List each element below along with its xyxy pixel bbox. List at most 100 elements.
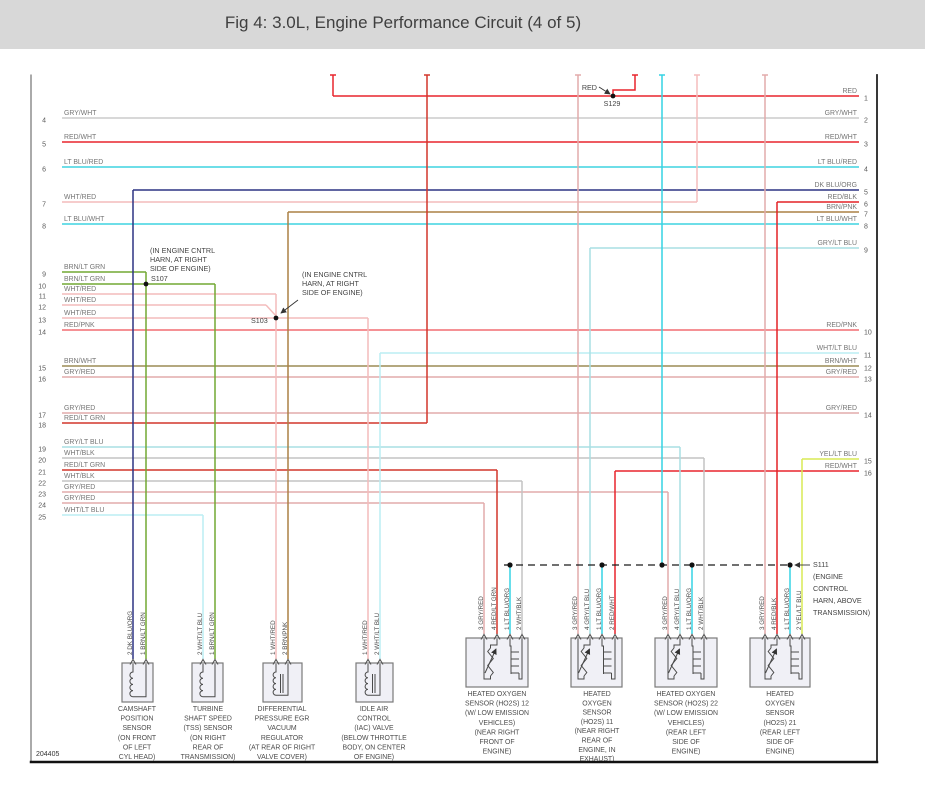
pin-label: 1 LT BLU/ORG bbox=[504, 588, 511, 630]
component-label: ENGINE) bbox=[766, 749, 795, 756]
splice-s103-label: S103 bbox=[251, 316, 268, 325]
wire-color-label: DK BLU/ORG bbox=[814, 182, 857, 189]
pin-label: 2 WHT/BLK bbox=[516, 596, 523, 630]
pin-label: 2 WHT/LT BLU bbox=[197, 612, 204, 655]
splice-s103-pointer bbox=[280, 299, 299, 314]
wire-color-label: RED/WHT bbox=[825, 463, 858, 470]
splice-s129-pointer bbox=[598, 86, 611, 95]
component-label: FRONT OF bbox=[479, 739, 514, 746]
pin-label: 2 DK BLU/ORG bbox=[127, 611, 134, 655]
wire-color-label: LT BLU/RED bbox=[64, 159, 103, 166]
splice-s111-annotation: TRANSMISSION) bbox=[813, 608, 870, 617]
heater-element-symbol bbox=[603, 650, 612, 674]
wire-color-label: RED/BLK bbox=[828, 194, 858, 201]
ho2s-22: 3 GRY/RED 4 GRY/LT BLU 1 LT BLU/ORG 2 WHT/B… bbox=[654, 588, 718, 756]
sensor-arrow bbox=[484, 648, 497, 674]
wire-color-label: WHT/RED bbox=[64, 286, 96, 293]
terminal-number-left-21: 21 bbox=[38, 470, 46, 477]
splice-s111-label: S111 bbox=[813, 560, 829, 569]
component-label: SENSOR bbox=[582, 710, 611, 717]
terminal-number-right-3: 3 bbox=[864, 142, 868, 149]
terminal-number-left-19: 19 bbox=[38, 447, 46, 454]
component-label: SENSOR (HO2S) 12 bbox=[465, 701, 529, 708]
splice-s103-annotation: (IN ENGINE CNTRL bbox=[302, 270, 367, 279]
solenoid-coil-symbol bbox=[272, 664, 277, 696]
component-box bbox=[570, 637, 623, 688]
component-label: TURBINE bbox=[193, 706, 224, 713]
component-label: SENSOR bbox=[122, 725, 151, 732]
component-label: VEHICLES) bbox=[479, 720, 515, 727]
wire-color-label: WHT/LT BLU bbox=[64, 507, 104, 514]
egr-vacuum-regulator: 1 WHT/RED 2 BRN/PNK DIFFERENTIAL PRESSURE E… bbox=[249, 620, 316, 761]
coil-symbol bbox=[129, 664, 134, 698]
wire-color-label: BRN/LT GRN bbox=[64, 264, 105, 271]
heater-element-symbol bbox=[790, 650, 799, 674]
pin-label: 1 LT BLU/ORG bbox=[784, 588, 791, 630]
terminal-number-left-13: 13 bbox=[38, 318, 46, 325]
ho2s-12: 3 GRY/RED 4 RED/LT GRN 1 LT BLU/ORG 2 WHT/B… bbox=[465, 587, 529, 756]
wire-color-label: WHT/BLK bbox=[64, 473, 95, 480]
sensor-leads bbox=[667, 639, 681, 680]
wire-color-label: GRY/RED bbox=[826, 405, 857, 412]
component-label: (NEAR RIGHT bbox=[475, 729, 521, 736]
terminal-number-right-6: 6 bbox=[864, 202, 868, 209]
wire-color-label: GRY/LT BLU bbox=[818, 240, 857, 247]
wire-color-label: WHT/LT BLU bbox=[817, 345, 857, 352]
heater-leads bbox=[691, 639, 705, 680]
heater-element-symbol bbox=[510, 650, 519, 674]
component-label: CONTROL bbox=[357, 716, 391, 723]
terminal-number-right-5: 5 bbox=[864, 190, 868, 197]
pin-entry-arrow-icon bbox=[272, 658, 280, 665]
terminal-number-right-4: 4 bbox=[864, 167, 868, 174]
sensor-arrow bbox=[668, 648, 681, 674]
splice-s107-label: S107 bbox=[151, 274, 168, 283]
heater-leads bbox=[509, 639, 523, 680]
component-label: CAMSHAFT bbox=[118, 706, 157, 713]
pin-label: 2 BRN/PNK bbox=[282, 621, 289, 655]
solenoid-return bbox=[368, 664, 381, 696]
pin-label: 4 RED/BLK bbox=[771, 597, 778, 630]
wire-color-label: GRY/WHT bbox=[825, 110, 858, 117]
wire-color-label: GRY/RED bbox=[64, 495, 95, 502]
component-label: IDLE AIR bbox=[360, 706, 388, 713]
component-label: VALVE COVER) bbox=[257, 754, 307, 761]
component-label: REAR OF bbox=[582, 738, 613, 745]
component-label: SENSOR (HO2S) 22 bbox=[654, 701, 718, 708]
terminal-number-right-13: 13 bbox=[864, 377, 872, 384]
component-label: DIFFERENTIAL bbox=[257, 706, 306, 713]
pin-label: 1 WHT/RED bbox=[362, 620, 369, 655]
component-label: (HO2S) 21 bbox=[764, 720, 797, 727]
terminal-number-left-11: 11 bbox=[39, 294, 46, 301]
splice-dot bbox=[599, 562, 605, 568]
wire-color-label: RED bbox=[842, 88, 857, 95]
component-label: POSITION bbox=[121, 716, 154, 723]
sensor-leads bbox=[577, 639, 591, 680]
heater-leads bbox=[601, 639, 616, 680]
pin-entry-arrow-icon bbox=[211, 658, 219, 665]
pin-label: 3 GRY/RED bbox=[478, 596, 485, 630]
wire-color-label: RED/LT GRN bbox=[64, 415, 105, 422]
component-label: OXYGEN bbox=[765, 701, 795, 708]
wire-color-label: RED/LT GRN bbox=[64, 462, 105, 469]
component-label: ENGINE, IN bbox=[578, 747, 615, 754]
pin-entry-arrow-icon bbox=[598, 633, 606, 640]
pin-entry-arrow-icon bbox=[798, 633, 806, 640]
terminal-number-right-2: 2 bbox=[864, 118, 868, 125]
splice-s129-label: S129 bbox=[604, 99, 621, 108]
terminal-number-left-17: 17 bbox=[38, 413, 46, 420]
pin-entry-arrow-icon bbox=[676, 633, 684, 640]
pin-entry-arrow-icon bbox=[284, 658, 292, 665]
component-label: HEATED bbox=[583, 691, 610, 698]
component-box bbox=[191, 662, 224, 703]
component-label: (ON FRONT bbox=[118, 735, 157, 742]
wire-color-label: WHT/RED bbox=[64, 297, 96, 304]
splice-dot bbox=[787, 562, 793, 568]
terminal-number-right-15: 15 bbox=[864, 459, 872, 466]
pin-label: 2 YEL/LT BLU bbox=[796, 590, 803, 630]
pin-label: 2 WHT/LT BLU bbox=[374, 612, 381, 655]
wire-s129-branch bbox=[612, 75, 636, 96]
wire-color-label: LT BLU/WHT bbox=[64, 216, 105, 223]
pin-entry-arrow-icon bbox=[664, 633, 672, 640]
wire-color-label: GRY/WHT bbox=[64, 110, 97, 117]
